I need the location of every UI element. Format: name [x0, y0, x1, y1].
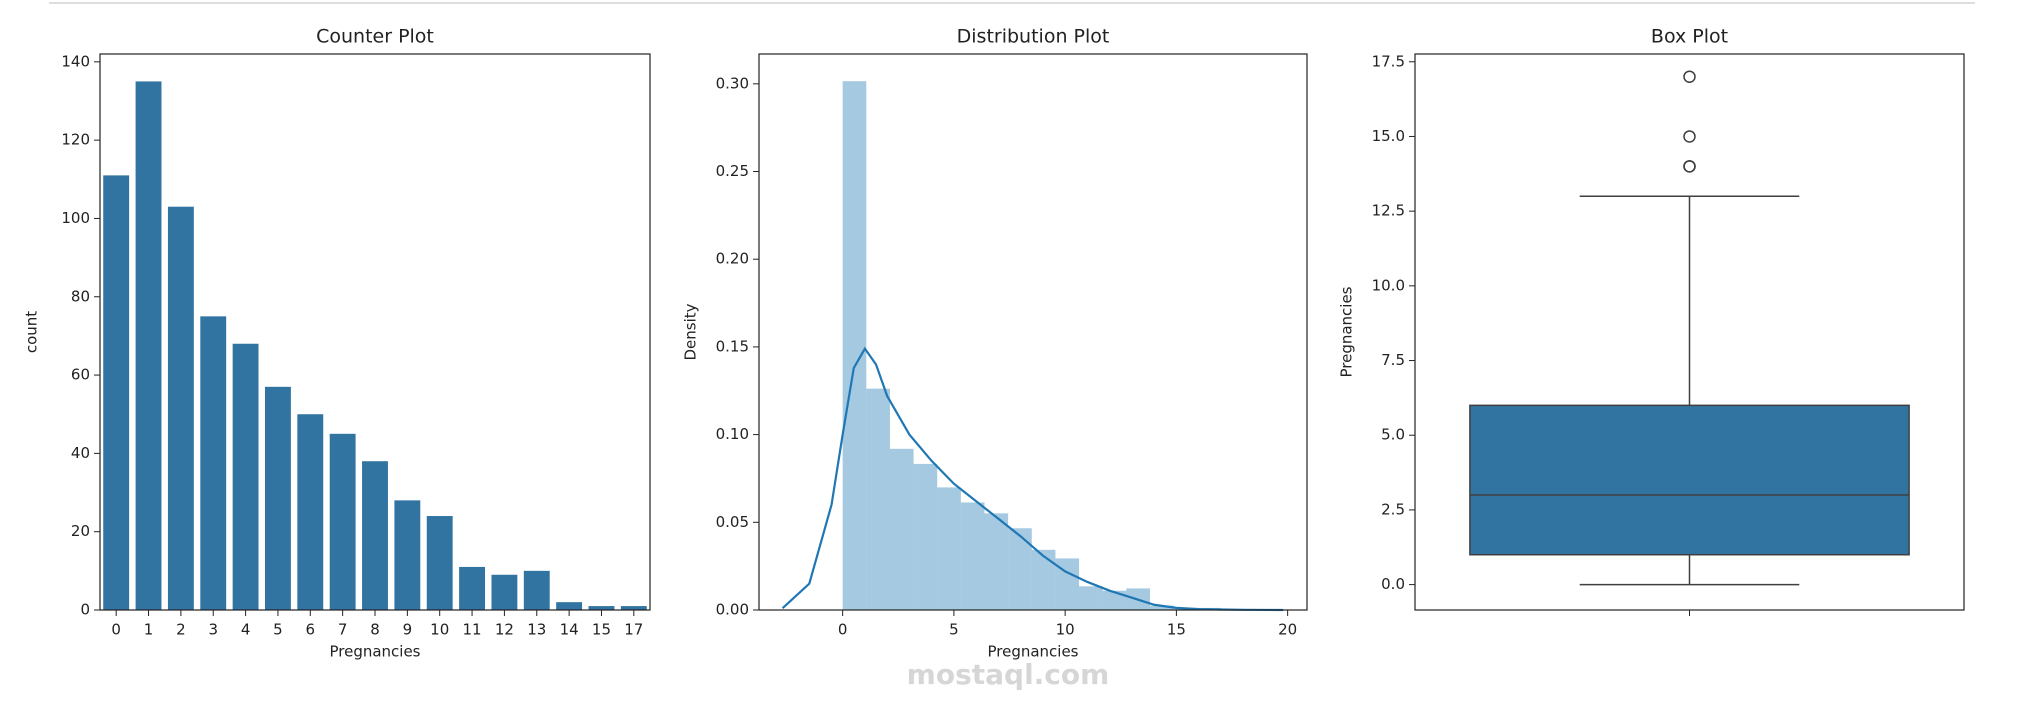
- x-axis-label: Pregnancies: [987, 643, 1078, 661]
- y-tick-label: 0.0: [1381, 575, 1405, 593]
- x-tick-label: 1: [144, 621, 154, 639]
- x-tick-label: 13: [527, 621, 546, 639]
- y-tick-label: 5.0: [1381, 426, 1405, 444]
- y-tick-label: 40: [71, 444, 90, 462]
- histogram-bar: [842, 81, 867, 611]
- y-tick-label: 0.05: [716, 513, 749, 531]
- bar: [265, 386, 291, 610]
- y-axis-label: Density: [682, 303, 700, 360]
- y-tick-label: 0.25: [716, 162, 749, 180]
- y-tick-label: 60: [71, 366, 90, 384]
- bar: [588, 606, 615, 610]
- bar: [394, 500, 421, 610]
- y-tick-label: 12.5: [1372, 202, 1405, 220]
- box: [1469, 404, 1910, 556]
- x-tick-label: 0: [838, 621, 848, 639]
- y-tick-label: 80: [71, 287, 90, 305]
- y-tick-label: 100: [61, 209, 90, 227]
- y-tick-label: 0.30: [716, 74, 749, 92]
- y-axis-label: count: [23, 311, 41, 353]
- x-tick-label: 15: [1167, 621, 1186, 639]
- chart-title: Distribution Plot: [957, 26, 1110, 48]
- x-tick-label: 2: [176, 621, 186, 639]
- bar: [103, 175, 130, 610]
- kde-line: [781, 346, 1284, 612]
- y-tick-label: 7.5: [1381, 351, 1405, 369]
- y-tick-label: 15.0: [1372, 127, 1405, 145]
- bar: [329, 433, 356, 610]
- bar: [620, 606, 647, 610]
- y-tick-label: 17.5: [1372, 52, 1405, 70]
- x-tick-label: 11: [463, 621, 482, 639]
- x-tick-label: 0: [111, 621, 121, 639]
- y-axis-label: Pregnancies: [1338, 286, 1356, 377]
- histogram-bar: [1031, 549, 1056, 610]
- histogram-bar: [866, 388, 890, 610]
- histogram-bar: [984, 513, 1009, 610]
- y-tick-label: 140: [61, 52, 90, 70]
- x-tick-label: 4: [241, 621, 251, 639]
- bar: [491, 574, 518, 610]
- x-tick-label: 8: [370, 621, 380, 639]
- histogram-bar: [960, 502, 985, 610]
- x-tick-label: 17: [624, 621, 643, 639]
- x-tick-label: 15: [592, 621, 611, 639]
- y-tick-label: 120: [61, 131, 90, 149]
- y-tick-label: 0.20: [716, 250, 749, 268]
- bar: [556, 602, 583, 610]
- bar: [232, 343, 259, 610]
- x-tick-label: 3: [208, 621, 218, 639]
- plot-frame: [1414, 53, 1965, 611]
- chart-title: Box Plot: [1651, 26, 1728, 48]
- x-tick-label: 14: [560, 621, 579, 639]
- watermark: mostaql.com: [907, 658, 1110, 691]
- x-tick-label: 10: [430, 621, 449, 639]
- outlier: [1683, 160, 1696, 173]
- bar: [200, 316, 227, 610]
- bar: [459, 566, 485, 610]
- x-axis-label: Pregnancies: [329, 643, 420, 661]
- y-tick-label: 20: [71, 522, 90, 540]
- y-tick-label: 0.15: [716, 337, 749, 355]
- x-tick-label: 6: [306, 621, 316, 639]
- histogram-bar: [1149, 605, 1174, 610]
- histogram-bar: [1008, 528, 1032, 610]
- x-tick-label: 12: [495, 621, 514, 639]
- histogram-bar: [1055, 558, 1080, 610]
- bar: [426, 516, 453, 610]
- x-tick-label: 9: [403, 621, 413, 639]
- y-tick-label: 0.10: [716, 425, 749, 443]
- y-tick-label: 0: [80, 601, 90, 619]
- histogram-bar: [913, 463, 938, 610]
- histogram-bar: [937, 487, 961, 610]
- outlier: [1683, 70, 1696, 83]
- plot-frame: [99, 53, 651, 611]
- histogram-bar: [889, 448, 914, 610]
- x-tick-label: 20: [1278, 621, 1297, 639]
- histogram-bar: [1102, 590, 1127, 610]
- bar: [523, 570, 550, 610]
- x-tick-label: 5: [273, 621, 283, 639]
- bar: [362, 461, 388, 610]
- plot-frame: [758, 53, 1308, 611]
- histogram-bar: [1079, 586, 1103, 610]
- x-tick-label: 5: [949, 621, 959, 639]
- y-tick-label: 0.00: [716, 601, 749, 619]
- outlier: [1683, 130, 1696, 143]
- bar: [167, 206, 194, 610]
- chart-title: Counter Plot: [316, 26, 434, 48]
- y-tick-label: 10.0: [1372, 276, 1405, 294]
- y-tick-label: 2.5: [1381, 500, 1405, 518]
- bar: [135, 81, 162, 610]
- bar: [297, 414, 324, 610]
- x-tick-label: 10: [1056, 621, 1075, 639]
- x-tick-label: 7: [338, 621, 348, 639]
